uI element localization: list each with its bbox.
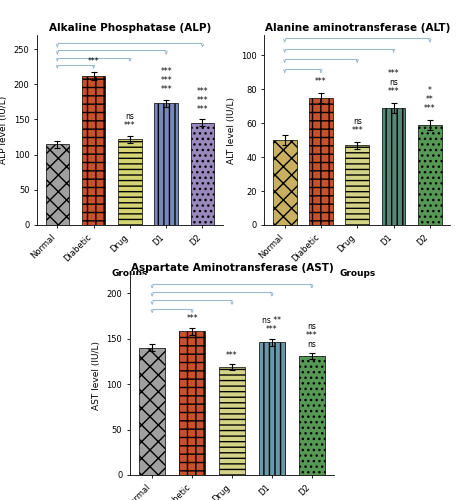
Y-axis label: ALT level (IU/L): ALT level (IU/L) [226, 96, 235, 164]
Text: ns
***: ns *** [124, 112, 136, 130]
Text: ***: *** [314, 77, 326, 86]
X-axis label: Groups: Groups [112, 269, 148, 278]
Bar [139, 348, 165, 475]
Text: ns **
***: ns ** *** [262, 316, 281, 334]
Title: Alanine aminotransferase (ALT): Alanine aminotransferase (ALT) [264, 23, 449, 33]
Bar [45, 144, 69, 225]
Bar [417, 125, 441, 225]
Bar [308, 98, 332, 225]
Text: ns
***: ns *** [350, 117, 363, 135]
Y-axis label: AST level (IU/L): AST level (IU/L) [92, 340, 101, 409]
Title: Alkaline Phosphatase (ALP): Alkaline Phosphatase (ALP) [49, 23, 211, 33]
Text: ***: *** [225, 350, 238, 360]
Bar [179, 332, 205, 475]
Title: Aspartate Aminotransferase (AST): Aspartate Aminotransferase (AST) [131, 263, 332, 273]
Y-axis label: ALP level (IU/L): ALP level (IU/L) [0, 96, 8, 164]
Bar [219, 367, 244, 475]
Bar [298, 356, 324, 475]
Bar [118, 139, 141, 225]
Bar [190, 123, 214, 225]
Text: ***: *** [186, 314, 198, 323]
Bar [154, 104, 178, 225]
Text: ***
ns
***: *** ns *** [387, 69, 399, 96]
Bar [258, 342, 284, 475]
Bar [381, 108, 405, 225]
Bar [272, 140, 296, 225]
Text: ***: *** [88, 57, 99, 66]
X-axis label: Groups: Groups [338, 269, 375, 278]
Bar [81, 76, 105, 225]
Bar [345, 146, 368, 225]
Text: ***
***
***: *** *** *** [196, 87, 208, 114]
Text: *
**
***: * ** *** [423, 86, 435, 113]
Text: ***
***
***: *** *** *** [160, 67, 172, 94]
Text: ns
***
ns: ns *** ns [306, 322, 317, 348]
